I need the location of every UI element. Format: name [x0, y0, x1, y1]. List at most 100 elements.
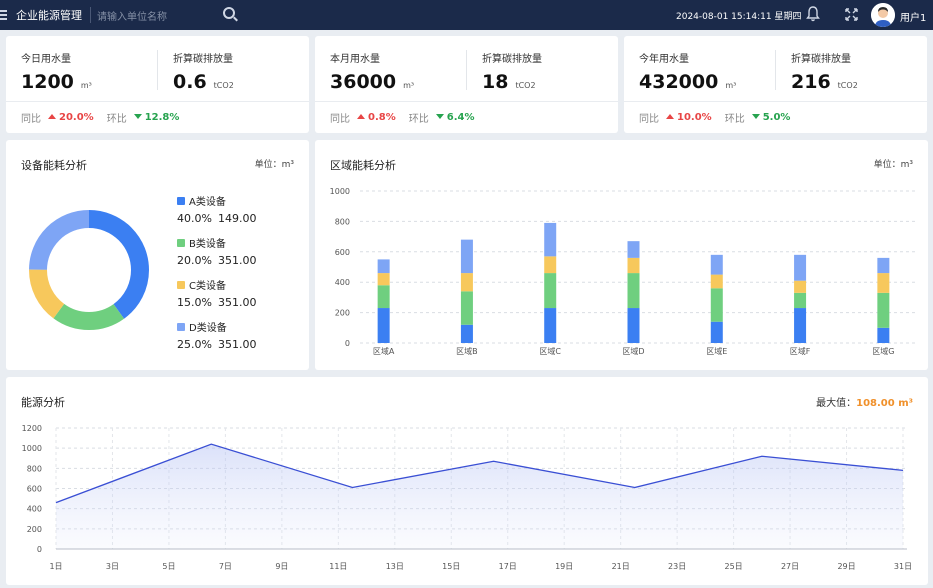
legend-percent: 40.0%: [177, 212, 212, 225]
yoy-value: 10.0%: [677, 111, 712, 123]
y-tick-label: 1000: [22, 444, 42, 453]
water-value: 36000: [330, 71, 397, 93]
water-unit: m³: [725, 81, 737, 90]
x-tick-label: 13日: [386, 562, 404, 571]
bar-segment[interactable]: [627, 308, 640, 343]
search-icon[interactable]: [223, 7, 235, 19]
legend-swatch: [177, 281, 185, 289]
fullscreen-icon[interactable]: [845, 8, 858, 21]
water-label: 今年用水量: [639, 54, 689, 65]
bar-segment[interactable]: [877, 327, 890, 343]
bar-segment[interactable]: [377, 273, 390, 286]
y-tick-label: 400: [335, 278, 350, 287]
y-tick-label: 200: [335, 309, 350, 318]
bar-segment[interactable]: [794, 254, 807, 281]
bar-segment[interactable]: [710, 288, 723, 322]
x-tick-label: 23日: [668, 562, 686, 571]
x-tick-label: 29日: [837, 562, 855, 571]
bar-segment[interactable]: [460, 324, 473, 343]
series-line[interactable]: [55, 443, 904, 504]
carbon-unit: tCO2: [837, 81, 858, 90]
bar-segment[interactable]: [710, 274, 723, 289]
yoy-label: 同比: [330, 113, 350, 125]
region-bar-chart: 0 200 400 600 800 1000 区域A 区域B 区域C 区域D 区域E 区域F 区域G: [330, 187, 915, 356]
mom-value: 12.8%: [144, 111, 180, 123]
x-tick-label: 27日: [781, 562, 799, 571]
carbon-value: 18: [482, 71, 509, 93]
search-box: [97, 5, 242, 28]
bar-segment[interactable]: [627, 273, 640, 309]
water-label: 今日用水量: [21, 54, 71, 65]
donut-slice-d[interactable]: [29, 210, 149, 330]
bar-segment[interactable]: [544, 256, 557, 274]
x-tick-label: 25日: [725, 562, 743, 571]
legend-item-c: C类设备 15.0% 351.00: [177, 277, 256, 309]
bar-segment[interactable]: [544, 222, 557, 257]
bar-segment[interactable]: [377, 259, 390, 274]
bar-segment[interactable]: [544, 273, 557, 309]
mom-label: 环比: [408, 113, 429, 125]
carbon-label: 折算碳排放量: [791, 54, 851, 65]
carbon-unit: tCO2: [213, 81, 234, 90]
bar-segment[interactable]: [794, 308, 807, 343]
legend-percent: 20.0%: [177, 254, 212, 267]
y-tick-label: 0: [345, 339, 350, 348]
x-tick-label: 区域G: [872, 346, 894, 356]
app-title: 企业能源管理: [16, 9, 82, 22]
mom-label: 环比: [106, 113, 127, 125]
max-value-label: 最大值：108.00 m³: [816, 394, 913, 409]
bar-segment[interactable]: [377, 285, 390, 309]
legend-swatch: [177, 323, 185, 331]
search-input[interactable]: [97, 7, 242, 28]
bar-segment[interactable]: [627, 257, 640, 274]
donut-slice-b[interactable]: [29, 210, 149, 330]
bar-segment[interactable]: [794, 292, 807, 309]
bar-segment[interactable]: [460, 239, 473, 274]
legend-item-d: D类设备 25.0% 351.00: [177, 319, 256, 351]
x-tick-label: 区域C: [539, 346, 561, 356]
device-donut-chart: [29, 210, 149, 330]
x-tick-label: 区域F: [790, 346, 811, 356]
avatar[interactable]: [871, 3, 895, 27]
bar-segment[interactable]: [544, 308, 557, 343]
arrow-down-icon: [435, 113, 444, 119]
header-divider: [90, 7, 91, 23]
legend-name: C类设备: [189, 281, 226, 292]
carbon-value: 216: [791, 71, 831, 93]
x-tick-label: 17日: [499, 562, 517, 571]
water-value: 432000: [639, 71, 719, 93]
bar-segment[interactable]: [460, 291, 473, 325]
menu-icon[interactable]: [0, 0, 14, 30]
legend-name: B类设备: [189, 239, 226, 250]
stat-card-today: 今日用水量 1200 m³ 折算碳排放量 0.6 tCO2 同比 20.0% 环…: [6, 36, 309, 133]
donut-slice-c[interactable]: [29, 210, 149, 330]
bar-segment[interactable]: [710, 254, 723, 275]
bell-icon[interactable]: [806, 6, 820, 22]
arrow-up-icon: [48, 113, 56, 119]
region-energy-panel: 区域能耗分析 单位：m³ 0 200 400 600 800 1000 区域A 区域B 区域C 区…: [315, 140, 928, 370]
y-tick-label: 0: [37, 545, 42, 554]
x-tick-label: 7日: [219, 562, 232, 571]
arrow-down-icon: [133, 113, 142, 119]
bar-segment[interactable]: [794, 280, 807, 293]
legend-percent: 25.0%: [177, 338, 212, 351]
x-tick-label: 1日: [49, 562, 62, 571]
bar-segment[interactable]: [710, 321, 723, 343]
carbon-value: 0.6: [173, 71, 207, 93]
bar-segment[interactable]: [377, 308, 390, 343]
bar-segment[interactable]: [877, 257, 890, 274]
yoy-value: 0.8%: [368, 111, 396, 123]
bar-segment[interactable]: [877, 292, 890, 328]
y-tick-label: 1000: [330, 187, 350, 196]
x-tick-label: 区域E: [706, 346, 727, 356]
energy-line-chart: 0 200 400 600 800 1000 1200 1日 3日 5日 7日 9日 11日 13日 15日…: [22, 424, 912, 571]
y-tick-label: 1200: [22, 424, 42, 433]
datetime: 2024-08-01 15:14:11 星期四: [676, 12, 802, 22]
legend-amount: 149.00: [217, 212, 257, 225]
x-tick-label: 5日: [162, 562, 175, 571]
bar-segment[interactable]: [627, 241, 640, 258]
x-tick-label: 3日: [106, 562, 119, 571]
bar-segment[interactable]: [877, 273, 890, 293]
stat-card-year: 今年用水量 432000 m³ 折算碳排放量 216 tCO2 同比 10.0%…: [624, 36, 927, 133]
bar-segment[interactable]: [460, 273, 473, 292]
